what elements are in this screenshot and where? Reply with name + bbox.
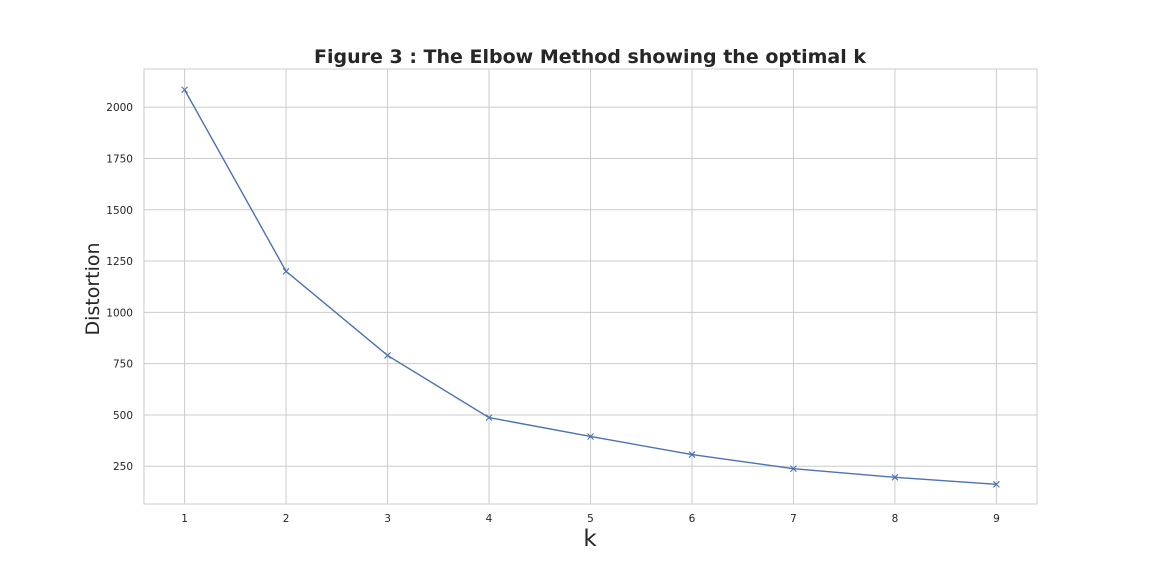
data-point-marker — [282, 267, 290, 275]
x-tick-label: 7 — [790, 513, 797, 525]
x-axis-label: k — [583, 526, 597, 552]
x-tick-label: 8 — [892, 513, 899, 525]
data-point-marker — [993, 480, 1000, 488]
x-tick-label: 4 — [486, 513, 493, 525]
data-point-marker — [688, 451, 696, 458]
chart-title: Figure 3 : The Elbow Method showing the … — [314, 46, 866, 68]
x-tick-label: 3 — [384, 513, 391, 525]
x-tick-label: 5 — [587, 513, 594, 525]
series-distortion — [181, 86, 1000, 488]
y-tick-label: 750 — [113, 359, 133, 371]
y-tick-label: 250 — [113, 461, 133, 473]
y-tick-label: 1500 — [106, 205, 133, 217]
y-tick-label: 1000 — [106, 307, 133, 319]
data-point-marker — [587, 433, 594, 440]
data-point-marker — [891, 473, 899, 481]
y-axis-label: Distortion — [82, 242, 104, 335]
x-tick-label: 6 — [689, 513, 696, 525]
x-axis-ticks: 1 2 3 4 5 6 7 8 9 — [181, 513, 1000, 525]
y-axis-ticks: 250 500 750 1000 1250 1500 1750 2000 — [106, 102, 133, 473]
x-tick-label: 9 — [993, 513, 1000, 525]
y-tick-label: 500 — [113, 410, 133, 422]
data-point-marker — [181, 86, 188, 94]
plot-frame — [143, 68, 1038, 505]
data-point-marker — [790, 465, 797, 473]
y-tick-label: 1250 — [106, 256, 133, 268]
x-tick-label: 1 — [181, 513, 188, 525]
data-point-marker — [384, 352, 391, 359]
x-tick-label: 2 — [283, 513, 290, 525]
y-tick-label: 2000 — [106, 102, 133, 114]
data-point-marker — [485, 414, 493, 422]
y-tick-label: 1750 — [106, 153, 133, 165]
grid — [144, 69, 1037, 504]
